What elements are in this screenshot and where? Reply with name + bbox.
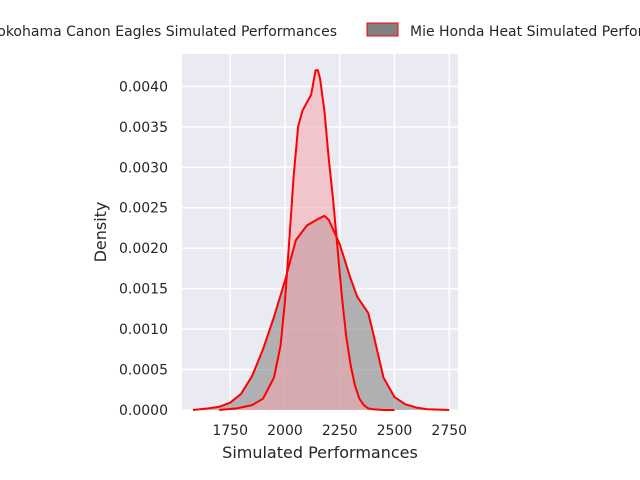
legend: Yokohama Canon Eagles Simulated Performa… [0, 22, 640, 40]
y-tick-label: 0.0010 [119, 322, 168, 338]
legend-label-1: Mie Honda Heat Simulated Performances [410, 24, 640, 40]
x-tick-label: 2750 [431, 423, 467, 439]
x-tick-label: 2000 [267, 423, 303, 439]
x-tick-label: 2250 [322, 423, 358, 439]
x-tick-label: 2500 [377, 423, 413, 439]
y-tick-label: 0.0005 [119, 363, 168, 379]
y-tick-label: 0.0000 [119, 403, 168, 419]
x-axis-ticks: 1750 2000 2250 2500 2750 [212, 423, 467, 439]
legend-entry-1: Mie Honda Heat Simulated Performances [366, 22, 640, 40]
y-axis-ticks: 0.0000 0.0005 0.0010 0.0015 0.0020 0.0025 0.00… [119, 79, 168, 419]
legend-label-0: Yokohama Canon Eagles Simulated Performa… [0, 24, 337, 40]
y-tick-label: 0.0015 [119, 282, 168, 298]
series-0-area [219, 70, 395, 410]
y-axis-title: Density [91, 202, 110, 263]
series-1-line [192, 214, 450, 411]
y-tick-label: 0.0040 [119, 79, 168, 95]
y-tick-label: 0.0035 [119, 120, 168, 136]
series-layer [192, 69, 450, 411]
y-tick-label: 0.0025 [119, 201, 168, 217]
legend-entry-0: Yokohama Canon Eagles Simulated Performa… [0, 24, 337, 40]
legend-swatch-1 [366, 22, 399, 37]
y-tick-label: 0.0030 [119, 160, 168, 176]
y-tick-label: 0.0020 [119, 241, 168, 257]
x-axis-title: Simulated Performances [222, 443, 418, 462]
x-tick-label: 1750 [212, 423, 248, 439]
series-0-line [219, 69, 395, 411]
